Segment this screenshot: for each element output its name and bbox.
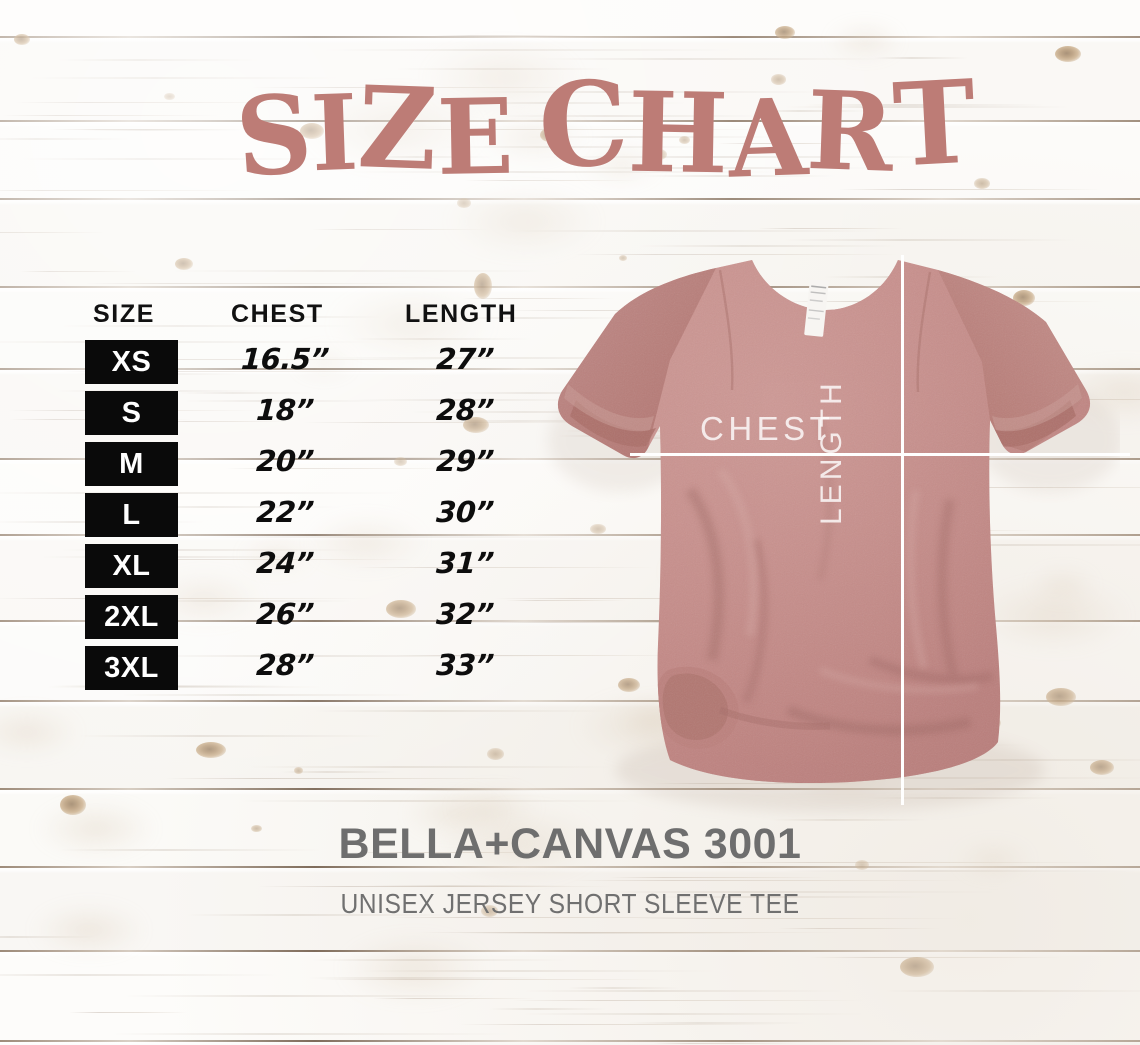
wood-grain: [758, 228, 903, 229]
tshirt-illustration: [520, 240, 1120, 820]
chest-value: 16.5”: [214, 342, 356, 376]
wood-grain: [258, 886, 618, 887]
length-value: 32”: [399, 597, 531, 631]
wood-grain: [626, 1022, 805, 1024]
chest-value: 20”: [214, 444, 356, 478]
brand-name: BELLA+CANVAS 3001: [0, 820, 1140, 869]
chest-value: 28”: [214, 648, 356, 682]
size-badge: S: [85, 391, 178, 435]
wood-grain: [172, 270, 546, 272]
wood-grain: [3, 115, 219, 116]
wood-grain: [880, 990, 1140, 992]
title-letter: I: [309, 80, 359, 186]
size-badge-label: L: [122, 501, 140, 530]
title-letter: T: [891, 65, 979, 184]
wood-grain: [112, 1033, 511, 1035]
size-badge-label: M: [119, 450, 144, 479]
length-value: 29”: [399, 444, 531, 478]
size-badge-label: 2XL: [104, 603, 159, 632]
wood-grain: [568, 987, 680, 989]
table-row: L 22” 30”: [85, 493, 555, 544]
wood-grain: [0, 974, 278, 976]
chest-value: 18”: [214, 393, 356, 427]
size-badge: M: [85, 442, 178, 486]
wood-grain: [782, 870, 1140, 872]
wood-grain: [523, 990, 843, 992]
wood-knot: [196, 742, 226, 758]
size-badge-label: XL: [112, 552, 150, 581]
table-row: XL 24” 31”: [85, 544, 555, 595]
size-badge-label: S: [122, 399, 142, 428]
product-tagline: UNISEX JERSEY SHORT SLEEVE TEE: [68, 888, 1071, 920]
title-letter: Z: [356, 71, 439, 186]
length-value: 31”: [399, 546, 531, 580]
wood-grain: [512, 1000, 866, 1001]
wood-knot: [775, 26, 795, 39]
column-header-chest: CHEST: [231, 300, 324, 329]
size-badge: L: [85, 493, 178, 537]
wood-grain: [82, 129, 242, 131]
length-value: 28”: [399, 393, 531, 427]
table-row: S 18” 28”: [85, 391, 555, 442]
wood-wash: [828, 24, 902, 57]
table-row: 2XL 26” 32”: [85, 595, 555, 646]
size-badge-label: 3XL: [104, 654, 159, 683]
wood-grain: [573, 880, 970, 881]
table-header-row: SIZE CHEST LENGTH: [85, 300, 555, 340]
wood-grain: [165, 778, 525, 779]
wood-knot: [487, 748, 504, 760]
length-value: 27”: [399, 342, 531, 376]
column-header-length: LENGTH: [405, 300, 517, 329]
chest-value: 24”: [214, 546, 356, 580]
size-badge: XL: [85, 544, 178, 588]
wood-grain: [522, 1013, 865, 1015]
wood-knot: [60, 795, 86, 815]
wood-knot: [900, 957, 934, 977]
table-row: 3XL 28” 33”: [85, 646, 555, 697]
title-letter: C: [536, 66, 631, 187]
column-header-size: SIZE: [93, 300, 155, 329]
tshirt-product-image: [520, 240, 1120, 820]
title-letter: H: [627, 77, 729, 189]
size-badge-label: XS: [112, 348, 152, 377]
page-title: SIZE CHART: [236, 72, 916, 202]
wood-wash: [338, 934, 491, 1003]
table-body: XS 16.5” 27” S 18” 28” M 20” 29” L 22” 30” XL 24” 31” 2…: [85, 340, 555, 697]
size-chart-table: SIZE CHEST LENGTH XS 16.5” 27” S 18” 28” M 20” 2…: [85, 300, 555, 697]
wood-knot: [474, 273, 492, 299]
wood-plank: [0, 952, 1140, 1042]
wood-plank: [0, 0, 1140, 38]
title-letter: R: [805, 76, 895, 187]
wood-knot: [1055, 46, 1081, 62]
size-badge: 2XL: [85, 595, 178, 639]
wood-grain: [0, 232, 104, 233]
size-badge: 3XL: [85, 646, 178, 690]
wood-knot: [175, 258, 193, 270]
wood-grain: [609, 877, 826, 878]
wood-grain: [77, 735, 385, 737]
chest-value: 22”: [214, 495, 356, 529]
title-letter: S: [233, 79, 315, 192]
table-row: XS 16.5” 27”: [85, 340, 555, 391]
length-value: 30”: [399, 495, 531, 529]
wood-grain: [653, 1043, 796, 1044]
wood-grain: [443, 36, 783, 37]
wood-grain: [0, 190, 257, 191]
table-row: M 20” 29”: [85, 442, 555, 493]
wood-grain: [58, 59, 260, 61]
size-badge: XS: [85, 340, 178, 384]
title-letter: E: [436, 84, 514, 189]
chest-value: 26”: [214, 597, 356, 631]
wood-knot: [14, 34, 30, 45]
title-letter: A: [727, 85, 810, 194]
length-value: 33”: [399, 648, 531, 682]
